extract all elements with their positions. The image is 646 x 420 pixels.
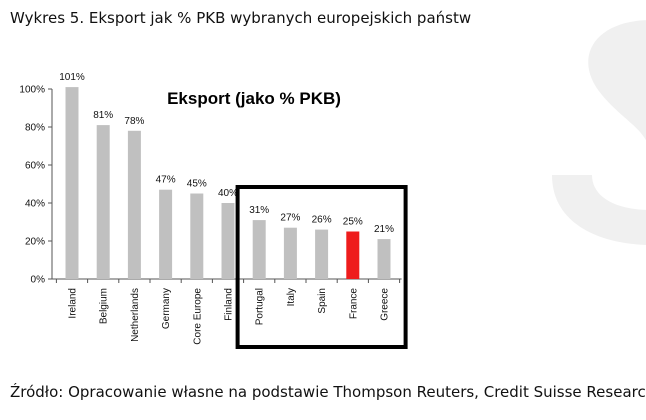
data-labels: 101% 81% 78% 47% 45% 40% 31% 27% 26% 25% 21% bbox=[59, 72, 394, 235]
category-label: Greece bbox=[380, 288, 391, 321]
category-label: Finland bbox=[224, 288, 235, 321]
bar-greece bbox=[377, 239, 391, 279]
category-label: Belgium bbox=[99, 288, 110, 324]
data-label: 27% bbox=[280, 213, 300, 224]
data-label: 21% bbox=[374, 224, 394, 235]
data-label: 25% bbox=[343, 217, 363, 228]
bar-portugal bbox=[252, 220, 266, 279]
chart-title: Eksport (jako % PKB) bbox=[167, 89, 341, 108]
bar-france bbox=[346, 231, 360, 279]
data-label: 101% bbox=[59, 72, 85, 83]
data-label: 40% bbox=[218, 188, 238, 199]
y-tick-label: 40% bbox=[25, 199, 45, 210]
bar-netherlands bbox=[127, 130, 141, 279]
category-labels: Ireland Belgium Netherlands Germany Core Eur… bbox=[68, 288, 391, 345]
bar-finland bbox=[221, 203, 235, 279]
category-label: Ireland bbox=[68, 288, 79, 319]
bar-chart: Eksport (jako % PKB) 0%20%40%60%80%100% … bbox=[19, 72, 408, 349]
bar-core-europe bbox=[190, 193, 204, 279]
chart-source: Źródło: Opracowanie własne na podstawie … bbox=[10, 383, 646, 401]
y-tick-label: 60% bbox=[25, 161, 45, 172]
data-label: 78% bbox=[124, 116, 144, 127]
bar-spain bbox=[315, 229, 329, 279]
data-label: 31% bbox=[249, 205, 269, 216]
bar-italy bbox=[283, 227, 297, 279]
y-tick-label: 0% bbox=[31, 275, 46, 286]
category-label: Netherlands bbox=[130, 288, 141, 342]
category-label: France bbox=[348, 288, 359, 320]
highlight-box bbox=[235, 185, 408, 349]
y-tick-label: 80% bbox=[25, 123, 45, 134]
y-tick-label: 100% bbox=[19, 85, 45, 96]
bar-germany bbox=[159, 189, 173, 279]
y-tick-label: 20% bbox=[25, 237, 45, 248]
data-label: 81% bbox=[93, 110, 113, 121]
category-label: Germany bbox=[161, 288, 172, 329]
category-label: Spain bbox=[317, 288, 328, 314]
bar-belgium bbox=[96, 125, 110, 279]
figure-caption: Wykres 5. Eksport jak % PKB wybranych eu… bbox=[10, 9, 472, 27]
bars bbox=[65, 87, 391, 279]
y-axis-ticks: 0% 20% 40% 60% 80% 100% bbox=[19, 85, 401, 286]
category-label: Italy bbox=[286, 288, 297, 306]
category-label: Portugal bbox=[255, 288, 266, 325]
data-label: 47% bbox=[156, 175, 176, 186]
watermark-logo bbox=[552, 20, 646, 245]
data-label: 45% bbox=[187, 179, 207, 190]
category-label: Core Europe bbox=[192, 288, 203, 345]
data-label: 26% bbox=[312, 215, 332, 226]
bar-ireland bbox=[65, 87, 79, 279]
